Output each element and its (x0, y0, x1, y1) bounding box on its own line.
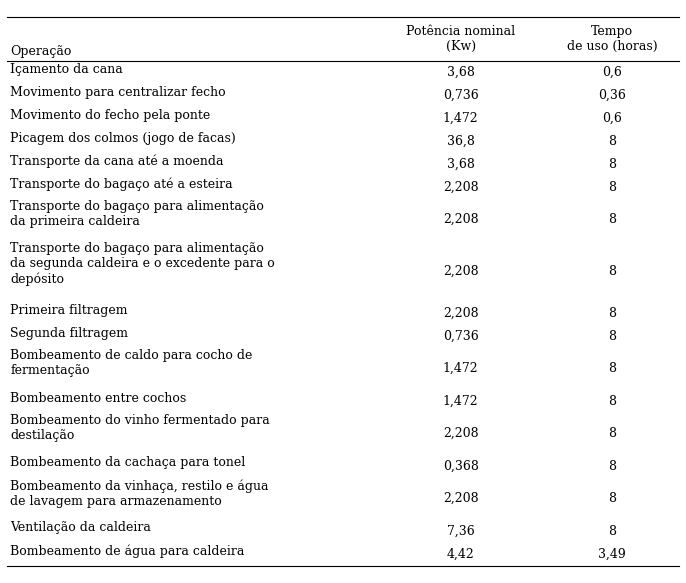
Text: Içamento da cana: Içamento da cana (10, 63, 123, 76)
Text: Movimento para centralizar fecho: Movimento para centralizar fecho (10, 86, 226, 99)
Text: 0,368: 0,368 (442, 460, 479, 473)
Text: 2,208: 2,208 (443, 181, 478, 194)
Text: 3,68: 3,68 (447, 158, 475, 171)
Text: Bombeamento do vinho fermentado para
destilação: Bombeamento do vinho fermentado para des… (10, 415, 270, 442)
Text: 8: 8 (608, 395, 616, 408)
Text: 0,6: 0,6 (602, 66, 622, 79)
Text: Ventilação da caldeira: Ventilação da caldeira (10, 521, 151, 535)
Text: Segunda filtragem: Segunda filtragem (10, 326, 128, 339)
Text: 2,208: 2,208 (443, 213, 478, 226)
Text: 4,42: 4,42 (447, 547, 475, 561)
Text: Primeira filtragem: Primeira filtragem (10, 304, 128, 317)
Text: 8: 8 (608, 135, 616, 148)
Text: 3,68: 3,68 (447, 66, 475, 79)
Text: Bombeamento da cachaça para tonel: Bombeamento da cachaça para tonel (10, 456, 246, 469)
Text: 2,208: 2,208 (443, 307, 478, 320)
Text: 36,8: 36,8 (447, 135, 475, 148)
Text: 2,208: 2,208 (443, 492, 478, 505)
Text: Tempo
de uso (horas): Tempo de uso (horas) (567, 25, 657, 54)
Text: 0,736: 0,736 (442, 89, 479, 102)
Text: 8: 8 (608, 460, 616, 473)
Text: Operação: Operação (10, 45, 71, 58)
Text: 8: 8 (608, 362, 616, 375)
Text: 1,472: 1,472 (443, 395, 478, 408)
Text: 8: 8 (608, 525, 616, 538)
Text: 8: 8 (608, 330, 616, 343)
Text: 8: 8 (608, 181, 616, 194)
Text: Bombeamento de caldo para cocho de
fermentação: Bombeamento de caldo para cocho de ferme… (10, 349, 252, 377)
Text: 2,208: 2,208 (443, 265, 478, 278)
Text: 7,36: 7,36 (447, 525, 475, 538)
Text: 8: 8 (608, 307, 616, 320)
Text: 2,208: 2,208 (443, 427, 478, 440)
Text: 8: 8 (608, 213, 616, 226)
Text: 8: 8 (608, 158, 616, 171)
Text: Bombeamento de água para caldeira: Bombeamento de água para caldeira (10, 545, 245, 558)
Text: Movimento do fecho pela ponte: Movimento do fecho pela ponte (10, 109, 211, 122)
Text: 1,472: 1,472 (443, 362, 478, 375)
Text: 0,6: 0,6 (602, 112, 622, 125)
Text: 3,49: 3,49 (598, 547, 626, 561)
Text: Transporte da cana até a moenda: Transporte da cana até a moenda (10, 154, 224, 168)
Text: 0,36: 0,36 (598, 89, 626, 102)
Text: Picagem dos colmos (jogo de facas): Picagem dos colmos (jogo de facas) (10, 132, 236, 145)
Text: Transporte do bagaço para alimentação
da primeira caldeira: Transporte do bagaço para alimentação da… (10, 201, 264, 229)
Text: Bombeamento da vinhaça, restilo e água
de lavagem para armazenamento: Bombeamento da vinhaça, restilo e água d… (10, 479, 269, 508)
Text: Bombeamento entre cochos: Bombeamento entre cochos (10, 392, 187, 405)
Text: Transporte do bagaço até a esteira: Transporte do bagaço até a esteira (10, 177, 233, 191)
Text: 0,736: 0,736 (442, 330, 479, 343)
Text: 8: 8 (608, 427, 616, 440)
Text: 8: 8 (608, 265, 616, 278)
Text: 1,472: 1,472 (443, 112, 478, 125)
Text: Transporte do bagaço para alimentação
da segunda caldeira e o excedente para o
d: Transporte do bagaço para alimentação da… (10, 243, 275, 286)
Text: 8: 8 (608, 492, 616, 505)
Text: Potência nominal
(Kw): Potência nominal (Kw) (406, 25, 515, 54)
